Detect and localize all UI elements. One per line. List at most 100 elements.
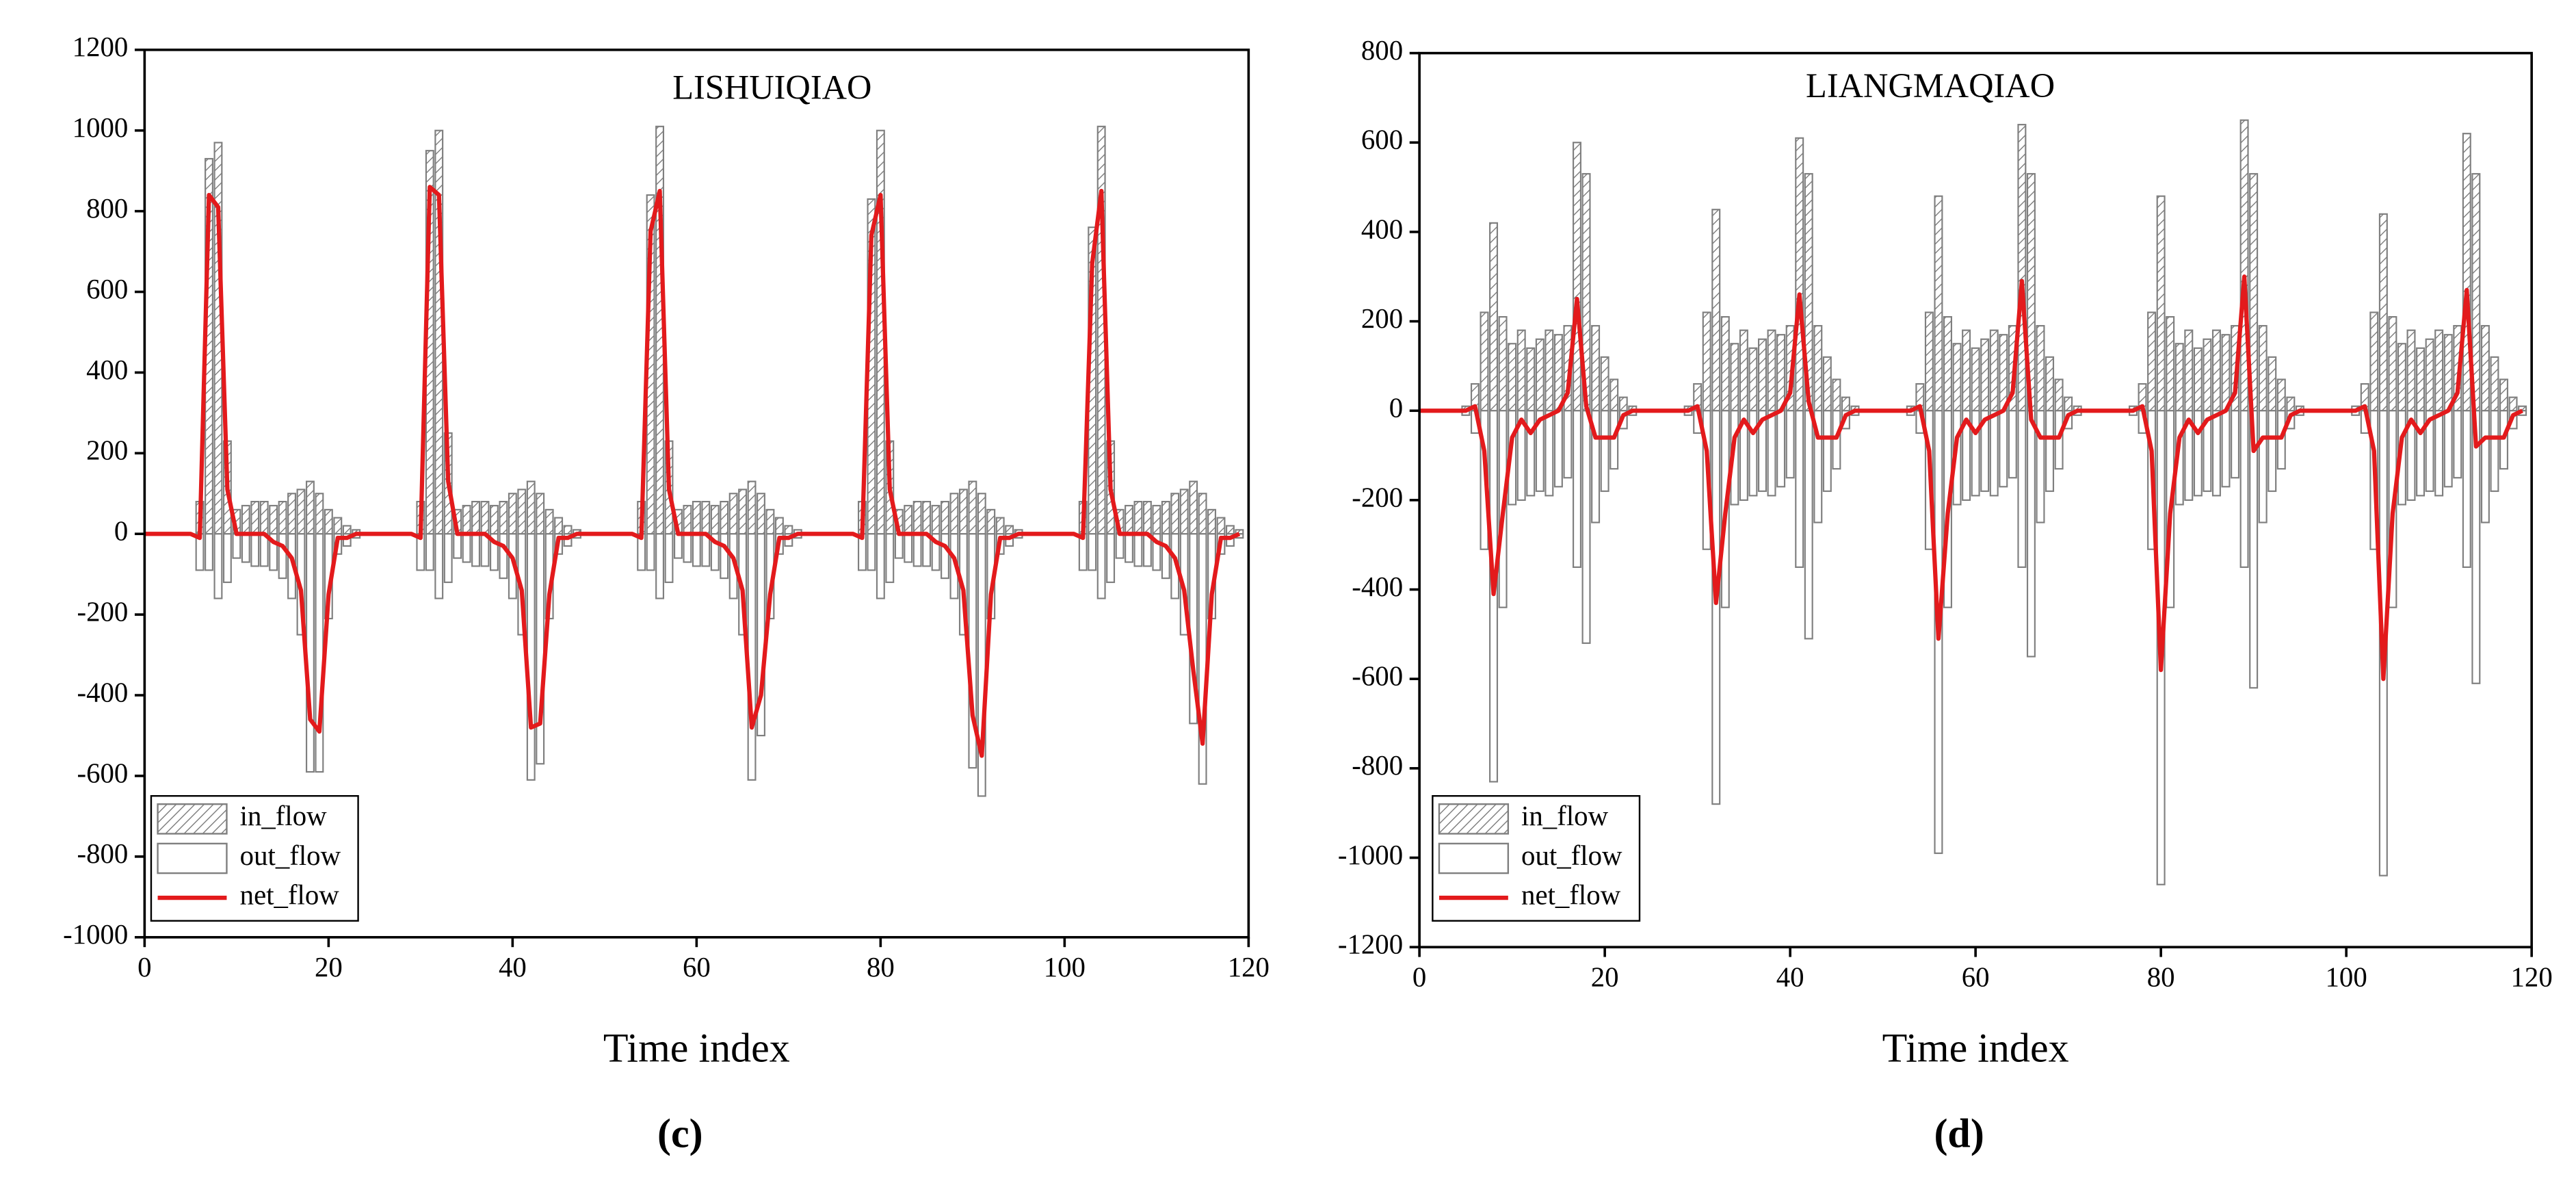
bar: [453, 533, 462, 559]
bar: [1813, 410, 1823, 523]
bar: [757, 493, 765, 535]
bar: [1572, 410, 1581, 568]
bar: [1757, 338, 1767, 412]
bar: [2499, 410, 2509, 470]
legend-label: in_flow: [1521, 801, 1609, 831]
bar: [2258, 325, 2268, 412]
bar: [2017, 124, 2027, 412]
legend-swatch: [1438, 803, 1510, 835]
x-tick-label: 80: [2147, 962, 2175, 993]
bar: [912, 501, 922, 535]
bar: [1096, 533, 1106, 599]
bar: [1748, 410, 1758, 497]
bar: [250, 501, 260, 535]
bar: [269, 533, 278, 571]
bar: [867, 533, 876, 571]
bar: [2221, 410, 2231, 488]
bar: [1572, 142, 1581, 412]
bar: [462, 504, 471, 535]
y-tick-label: 600: [1361, 125, 1403, 155]
bar: [526, 533, 536, 781]
bar: [728, 493, 738, 535]
x-tick-label: 40: [1776, 962, 1804, 993]
bar: [2286, 396, 2296, 412]
bar: [1999, 334, 2008, 412]
bar: [710, 504, 720, 535]
bar: [2268, 356, 2277, 412]
bar: [1198, 533, 1207, 785]
bar: [315, 493, 324, 535]
bar: [2064, 396, 2073, 412]
bar: [958, 489, 968, 535]
bar: [2193, 410, 2203, 497]
bar: [324, 508, 333, 535]
bar: [1489, 410, 1499, 783]
bar: [1535, 410, 1545, 492]
bar: [2508, 396, 2518, 412]
bar: [278, 533, 287, 580]
bar: [2026, 410, 2036, 658]
bar: [2416, 410, 2426, 497]
bar: [241, 504, 250, 535]
bar: [2211, 329, 2221, 412]
bar: [720, 501, 729, 535]
bar: [1535, 338, 1545, 412]
bar: [1189, 480, 1198, 535]
bar: [425, 533, 434, 571]
bar: [1142, 501, 1152, 535]
bar: [1545, 329, 1554, 412]
bar: [784, 525, 793, 535]
bar: [1591, 325, 1601, 412]
bar: [526, 480, 536, 535]
bar: [2156, 195, 2166, 412]
bar: [747, 533, 757, 781]
bar: [2239, 119, 2249, 412]
bar: [1216, 517, 1226, 535]
bar: [968, 480, 977, 535]
legend-swatch: [157, 803, 228, 835]
y-tick-label: -1200: [1338, 929, 1403, 960]
bar: [2425, 410, 2434, 492]
bar: [499, 533, 508, 580]
bar: [434, 533, 444, 599]
bar: [1526, 347, 1536, 412]
y-tick-label: -800: [1352, 750, 1403, 781]
bar: [1757, 410, 1767, 492]
bar: [673, 533, 683, 559]
bar: [1702, 311, 1711, 412]
bar: [941, 533, 949, 580]
bar: [655, 533, 665, 599]
bar: [259, 501, 269, 535]
bar: [462, 533, 471, 563]
bar: [1170, 493, 1180, 535]
bar: [949, 493, 959, 535]
bar: [480, 501, 490, 535]
bar: [2184, 410, 2194, 501]
x-tick-label: 20: [315, 952, 343, 983]
bar: [894, 533, 904, 559]
bar: [2425, 338, 2434, 412]
bar: [2378, 213, 2388, 412]
bar: [1225, 525, 1235, 535]
bar: [2166, 315, 2175, 412]
bar: [554, 517, 564, 535]
x-axis-label: Time index: [1882, 1025, 2069, 1071]
y-tick-label: -200: [1352, 482, 1403, 512]
bar: [1989, 410, 1999, 497]
bar: [1545, 410, 1554, 497]
bar: [471, 533, 481, 567]
bar: [1832, 378, 1841, 412]
bar: [536, 533, 545, 765]
bar: [931, 533, 941, 571]
bar: [1739, 410, 1748, 501]
bar: [1934, 195, 1943, 412]
y-tick-label: 600: [86, 274, 128, 304]
bar: [1609, 378, 1619, 412]
bar: [1943, 315, 1952, 412]
bar: [683, 533, 692, 563]
bar: [269, 504, 278, 535]
y-tick-label: 200: [86, 435, 128, 466]
bar: [986, 508, 996, 535]
